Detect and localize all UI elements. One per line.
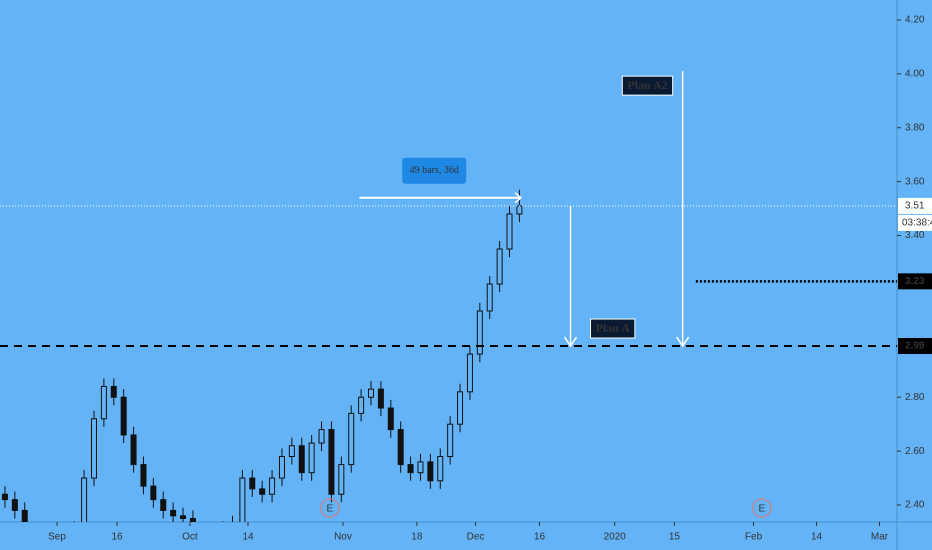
candle-body [81,477,88,522]
candle-body [21,509,28,522]
candle-body [100,385,107,420]
x-tick-label: Sep [48,532,66,543]
candle-body [308,442,315,474]
candle-body [407,464,414,474]
y-tick-label: 2.80 [905,392,925,403]
candle-body [150,485,157,501]
candle-body [298,445,305,474]
candle-body [239,477,246,522]
y-tick-label: 3.40 [905,230,925,241]
y-tick-label: 4.20 [905,15,925,26]
x-tick-label: 14 [811,532,823,543]
candle-body [466,353,473,393]
candle-body [377,388,384,409]
earnings-marker [320,498,340,518]
x-tick-label: 18 [411,532,423,543]
candle-body [140,464,147,487]
level-badge-label: 2.99 [905,341,925,352]
candle-body [417,461,424,474]
y-tick-label: 2.40 [905,500,925,511]
candle-body [476,310,483,355]
x-tick-label: Feb [745,532,763,543]
x-tick-label: Nov [334,532,352,543]
x-tick-label: 2020 [604,532,627,543]
measure-label: 49 bars, 36d [410,165,459,176]
y-tick-label: 4.00 [905,68,925,79]
x-tick-label: Dec [467,532,485,543]
candle-body [358,396,365,414]
price-badge [898,197,932,214]
candle-body [278,456,285,479]
candle-body [269,477,276,495]
earnings-label: E [326,504,333,515]
candle-body [447,423,454,458]
plan-label: Plan A [596,321,631,335]
countdown-label: 03:38:4 [902,218,932,229]
earnings-marker [752,498,772,518]
candle-body [368,388,375,398]
candle-body [130,434,137,466]
candle-body [180,515,187,519]
y-tick-label: 3.80 [905,122,925,133]
candle-body [496,248,503,285]
plan-label: Plan A2 [627,78,667,92]
measure-arrowhead [514,192,523,204]
measure-badge [402,157,467,184]
y-tick-label: 2.60 [905,446,925,457]
candle-body [318,429,325,444]
plan-label-box [621,75,674,96]
candle-body [397,429,404,466]
candle-body [11,499,18,511]
candle-body [437,456,444,482]
candle-body [249,477,256,490]
x-tick-label: 14 [242,532,254,543]
candle-body [160,499,167,511]
countdown-badge [898,214,932,231]
candles [1,189,523,522]
candle-body [506,213,513,250]
candle-body [427,461,434,482]
plan-label-box [590,318,636,339]
level-badge-label: 3.23 [905,276,925,287]
plan-arrowhead [563,336,578,348]
candle-body [259,488,266,495]
candle-body [170,509,177,517]
x-tick-label: 16 [112,532,124,543]
candle-body [90,418,97,479]
candle-body [486,283,493,312]
candle-body [1,493,8,501]
candle-body [457,391,464,425]
x-tick-label: 15 [669,532,681,543]
candle-body [348,412,355,466]
candle-body [120,396,127,436]
candle-body [516,205,523,215]
earnings-label: E [758,504,765,515]
candle-body [288,445,295,458]
x-tick-label: Mar [871,532,889,543]
plan-arrowhead [676,336,690,348]
candle-body [387,407,394,431]
candle-body [338,464,345,495]
candle-body [328,429,335,495]
candle-body [110,385,117,398]
x-tick-label: Oct [182,532,198,543]
y-tick-label: 3.60 [905,176,925,187]
candle-body [189,517,196,522]
x-tick-label: 16 [534,532,546,543]
price-badge-label: 3.51 [905,201,925,212]
level-badge [898,273,932,290]
level-badge [898,338,932,355]
